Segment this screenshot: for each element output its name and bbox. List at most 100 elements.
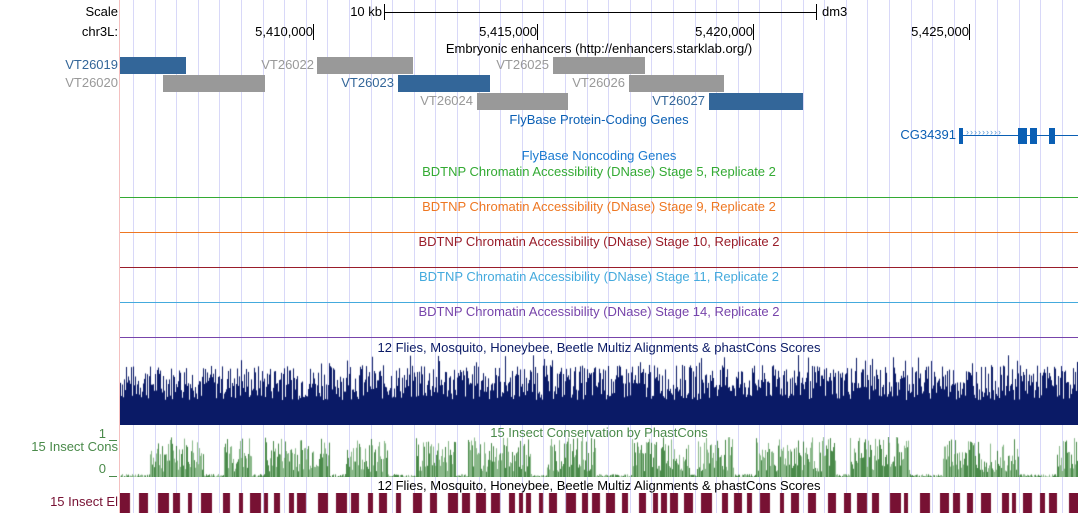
scale-bar-tick bbox=[384, 4, 385, 20]
grid-line bbox=[457, 0, 458, 513]
dnase-stage14-title[interactable]: BDTNP Chromatin Accessibility (DNase) St… bbox=[418, 304, 780, 319]
dnase-stage10-title[interactable]: BDTNP Chromatin Accessibility (DNase) St… bbox=[418, 234, 780, 249]
dnase-stage9-title[interactable]: BDTNP Chromatin Accessibility (DNase) St… bbox=[422, 199, 776, 214]
grid-line bbox=[305, 0, 307, 513]
grid-line bbox=[241, 0, 242, 513]
grid-line bbox=[997, 0, 998, 513]
cons-track-title[interactable]: 15 Insect Conservation by PhastCons bbox=[490, 425, 708, 440]
grid-line bbox=[219, 0, 221, 513]
enhancer-feature[interactable] bbox=[120, 57, 186, 74]
scale-bar-tick bbox=[816, 4, 817, 20]
elements-track-label[interactable]: 15 Insect El bbox=[50, 494, 118, 509]
position-label: 5,415,000 bbox=[479, 24, 537, 39]
grid-line bbox=[824, 0, 826, 513]
cons-ymin-tick bbox=[109, 476, 117, 477]
scale-bar-label: 10 kb bbox=[350, 4, 382, 19]
grid-line bbox=[608, 0, 610, 513]
grid-line bbox=[673, 0, 674, 513]
grid-line bbox=[975, 0, 977, 513]
grid-line bbox=[845, 0, 847, 513]
grid-line bbox=[737, 0, 739, 513]
position-tick bbox=[537, 24, 538, 40]
chrom-label: chr3L: bbox=[81, 24, 118, 39]
gene-label[interactable]: CG34391 bbox=[900, 127, 956, 142]
noncoding-genes-track-title[interactable]: FlyBase Noncoding Genes bbox=[521, 148, 677, 163]
grid-line bbox=[629, 0, 631, 513]
grid-line bbox=[197, 0, 199, 513]
dnase-stage11-title[interactable]: BDTNP Chromatin Accessibility (DNase) St… bbox=[418, 269, 780, 284]
enhancer-label[interactable]: VT26024 bbox=[420, 93, 473, 108]
grid-line bbox=[586, 0, 588, 513]
position-tick bbox=[753, 24, 754, 40]
dnase-stage11-signal[interactable] bbox=[120, 302, 1078, 303]
enhancers-track-title[interactable]: Embryonic enhancers (http://enhancers.st… bbox=[445, 41, 753, 56]
grid-line bbox=[759, 0, 761, 513]
grid-line bbox=[889, 0, 890, 513]
grid-line bbox=[176, 0, 178, 513]
dnase-stage5-title[interactable]: BDTNP Chromatin Accessibility (DNase) St… bbox=[422, 164, 776, 179]
enhancer-feature[interactable] bbox=[163, 75, 265, 92]
cons-track-label[interactable]: 15 Insect Cons bbox=[31, 439, 118, 454]
grid-line bbox=[413, 0, 415, 513]
grid-line bbox=[262, 0, 264, 513]
grid-line bbox=[284, 0, 286, 513]
enhancer-label[interactable]: VT26023 bbox=[341, 75, 394, 90]
grid-line bbox=[910, 0, 912, 513]
enhancer-label[interactable]: VT26026 bbox=[572, 75, 625, 90]
grid-line bbox=[133, 0, 134, 513]
multiz-track-title[interactable]: 12 Flies, Mosquito, Honeybee, Beetle Mul… bbox=[377, 340, 821, 355]
dnase-stage9-signal[interactable] bbox=[120, 232, 1078, 233]
dnase-stage14-signal[interactable] bbox=[120, 337, 1078, 338]
grid-line bbox=[1018, 0, 1020, 513]
enhancer-label[interactable]: VT26019 bbox=[65, 57, 118, 72]
enhancer-label[interactable]: VT26025 bbox=[496, 57, 549, 72]
grid-line bbox=[565, 0, 566, 513]
enhancer-label[interactable]: VT26020 bbox=[65, 75, 118, 90]
assembly-label: dm3 bbox=[822, 4, 848, 19]
grid-line bbox=[802, 0, 804, 513]
grid-line bbox=[716, 0, 718, 513]
enhancer-feature[interactable] bbox=[553, 57, 645, 74]
dnase-stage10-signal[interactable] bbox=[120, 267, 1078, 268]
cons-ymax-tick bbox=[109, 440, 117, 441]
grid-line bbox=[651, 0, 653, 513]
grid-line bbox=[435, 0, 437, 513]
scale-label: Scale bbox=[85, 4, 118, 19]
position-label: 5,410,000 bbox=[255, 24, 313, 39]
dnase-stage5-signal[interactable] bbox=[120, 197, 1078, 198]
position-label: 5,425,000 bbox=[911, 24, 969, 39]
position-tick bbox=[313, 24, 314, 40]
scale-bar bbox=[384, 12, 816, 13]
gene-exon bbox=[1030, 128, 1037, 144]
grid-line bbox=[781, 0, 782, 513]
grid-line bbox=[694, 0, 696, 513]
cons-ymin-label: 0 bbox=[98, 461, 106, 476]
enhancer-feature[interactable] bbox=[398, 75, 490, 92]
grid-line bbox=[392, 0, 394, 513]
cons-graph[interactable] bbox=[120, 437, 1078, 477]
enhancer-feature[interactable] bbox=[629, 75, 724, 92]
position-label: 5,420,000 bbox=[695, 24, 753, 39]
grid-line bbox=[349, 0, 350, 513]
elements-graph[interactable] bbox=[120, 493, 1078, 513]
grid-line bbox=[953, 0, 955, 513]
gene-exon bbox=[1049, 128, 1055, 144]
enhancer-feature[interactable] bbox=[477, 93, 568, 110]
track-label-divider bbox=[119, 0, 120, 513]
grid-line bbox=[932, 0, 934, 513]
gene-exon bbox=[1018, 128, 1027, 144]
enhancer-feature[interactable] bbox=[709, 93, 803, 110]
grid-line bbox=[327, 0, 329, 513]
gene-exon bbox=[959, 128, 963, 144]
enhancer-feature[interactable] bbox=[317, 57, 413, 74]
protein-genes-track-title[interactable]: FlyBase Protein-Coding Genes bbox=[509, 112, 689, 127]
grid-line bbox=[500, 0, 502, 513]
grid-line bbox=[1040, 0, 1042, 513]
grid-line bbox=[543, 0, 545, 513]
enhancer-label[interactable]: VT26027 bbox=[652, 93, 705, 108]
cons-ymax-label: 1 bbox=[98, 426, 106, 441]
enhancer-label[interactable]: VT26022 bbox=[261, 57, 314, 72]
multiz-conservation-graph[interactable] bbox=[120, 355, 1078, 425]
multiz2-track-title[interactable]: 12 Flies, Mosquito, Honeybee, Beetle Mul… bbox=[377, 478, 821, 493]
grid-line bbox=[521, 0, 523, 513]
